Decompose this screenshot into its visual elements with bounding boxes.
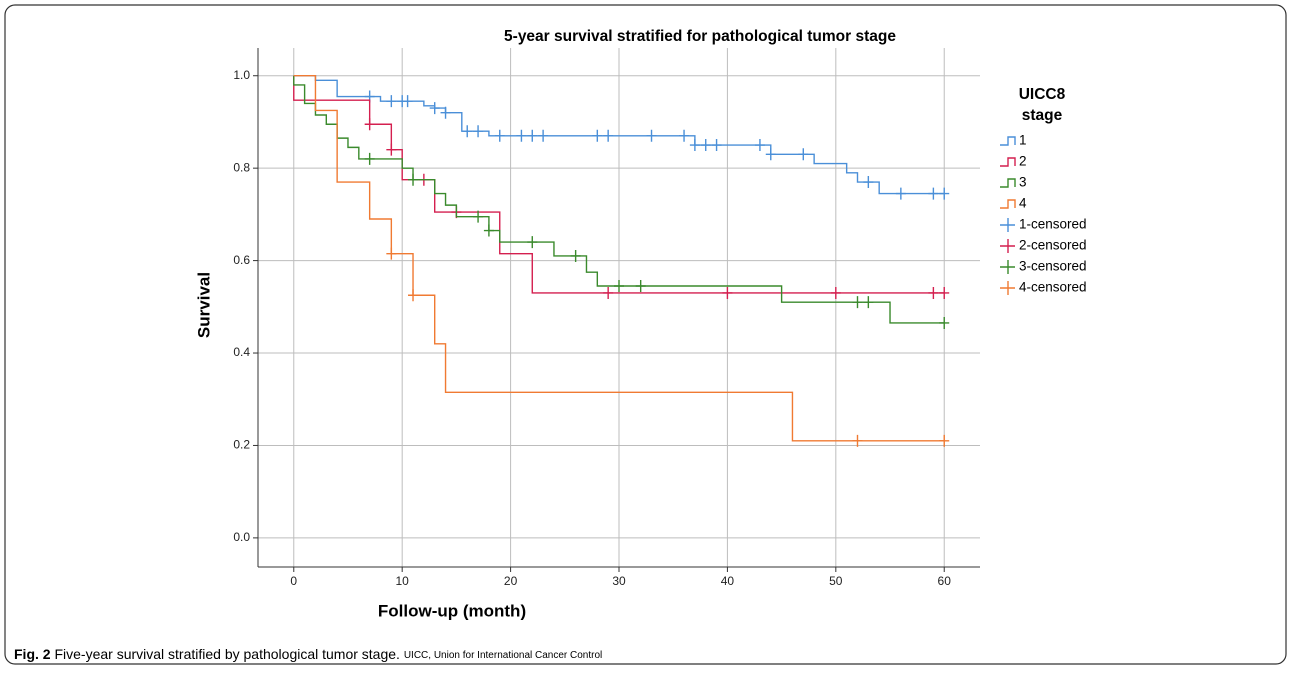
- legend-label: 2-censored: [1019, 238, 1087, 253]
- censor-mark: [646, 129, 657, 142]
- censor-mark: [483, 224, 494, 237]
- x-axis-label: Follow-up (month): [378, 601, 526, 620]
- censor-mark: [711, 139, 722, 152]
- survival-line: [293, 75, 945, 442]
- legend-swatch: [1000, 218, 1015, 232]
- figure-border: [4, 4, 1287, 665]
- censor-mark: [592, 129, 603, 142]
- censor-mark: [852, 296, 863, 309]
- y-tick-label: 0.4: [233, 345, 250, 359]
- censor-mark: [494, 129, 505, 142]
- legend-swatch: [1000, 136, 1016, 146]
- censor-mark: [939, 286, 950, 299]
- censor-mark: [473, 210, 484, 223]
- censor-mark: [830, 286, 841, 299]
- x-tick-label: 40: [721, 574, 735, 588]
- censor-mark: [722, 286, 733, 299]
- censor-mark: [570, 249, 581, 262]
- x-tick-label: 30: [612, 574, 626, 588]
- survival-line: [293, 75, 945, 324]
- legend-swatch: [1000, 239, 1015, 253]
- legend-swatch: [1000, 178, 1016, 188]
- censor-mark: [408, 173, 419, 186]
- x-tick-label: 10: [396, 574, 410, 588]
- legend-title: stage: [1022, 107, 1063, 124]
- censor-mark: [386, 95, 397, 108]
- censor-mark: [603, 129, 614, 142]
- censor-mark: [928, 187, 939, 200]
- censor-mark: [939, 434, 950, 447]
- censor-mark: [700, 139, 711, 152]
- y-tick-label: 1.0: [233, 68, 250, 82]
- censor-mark: [679, 129, 690, 142]
- legend-label: 3: [1019, 175, 1027, 190]
- x-tick-label: 20: [504, 574, 518, 588]
- censor-mark: [386, 247, 397, 260]
- caption: Fig. 2 Five-year survival stratified by …: [14, 646, 602, 662]
- caption-label: Fig. 2: [14, 646, 51, 662]
- censor-mark: [863, 296, 874, 309]
- x-tick-label: 0: [290, 574, 297, 588]
- legend-label: 4: [1019, 196, 1027, 211]
- x-tick-label: 50: [829, 574, 843, 588]
- caption-text: Five-year survival stratified by patholo…: [54, 646, 399, 662]
- censor-mark: [538, 129, 549, 142]
- legend-label: 1: [1019, 133, 1027, 148]
- legend-label: 3-censored: [1019, 259, 1087, 274]
- censor-mark: [939, 316, 950, 329]
- censor-mark: [402, 95, 413, 108]
- censor-mark: [386, 143, 397, 156]
- x-tick-label: 60: [938, 574, 952, 588]
- caption-note: UICC, Union for International Cancer Con…: [404, 650, 602, 661]
- censor-mark: [364, 152, 375, 165]
- legend-label: 4-censored: [1019, 280, 1087, 295]
- legend-label: 2: [1019, 154, 1027, 169]
- censor-mark: [765, 148, 776, 161]
- y-tick-label: 0.2: [233, 438, 250, 452]
- censor-mark: [635, 280, 646, 293]
- survival-line: [293, 75, 945, 294]
- censor-mark: [689, 139, 700, 152]
- censor-mark: [614, 280, 624, 293]
- censor-mark: [895, 187, 906, 200]
- censor-mark: [364, 118, 375, 131]
- legend-swatch: [1000, 260, 1015, 274]
- censor-mark: [928, 286, 939, 299]
- censor-mark: [473, 125, 484, 138]
- censor-mark: [527, 129, 538, 142]
- censor-mark: [440, 106, 451, 119]
- y-tick-label: 0.6: [233, 253, 250, 267]
- y-tick-label: 0.8: [233, 160, 250, 174]
- y-axis-label: Survival: [194, 272, 213, 338]
- censor-mark: [863, 176, 874, 189]
- censor-mark: [939, 187, 950, 200]
- censor-mark: [462, 125, 473, 138]
- chart-title: 5-year survival stratified for pathologi…: [504, 28, 896, 45]
- legend-swatch: [1000, 157, 1016, 167]
- censor-mark: [798, 148, 809, 161]
- legend-swatch: [1000, 281, 1015, 295]
- legend-swatch: [1000, 199, 1016, 209]
- censor-mark: [408, 289, 419, 302]
- censor-mark: [527, 236, 538, 249]
- y-tick-label: 0.0: [233, 530, 250, 544]
- censor-mark: [852, 434, 863, 447]
- censor-mark: [516, 129, 527, 142]
- legend-title: UICC8: [1019, 86, 1066, 103]
- censor-mark: [429, 102, 440, 115]
- censor-mark: [603, 286, 614, 299]
- censor-mark: [754, 139, 765, 152]
- legend-label: 1-censored: [1019, 217, 1087, 232]
